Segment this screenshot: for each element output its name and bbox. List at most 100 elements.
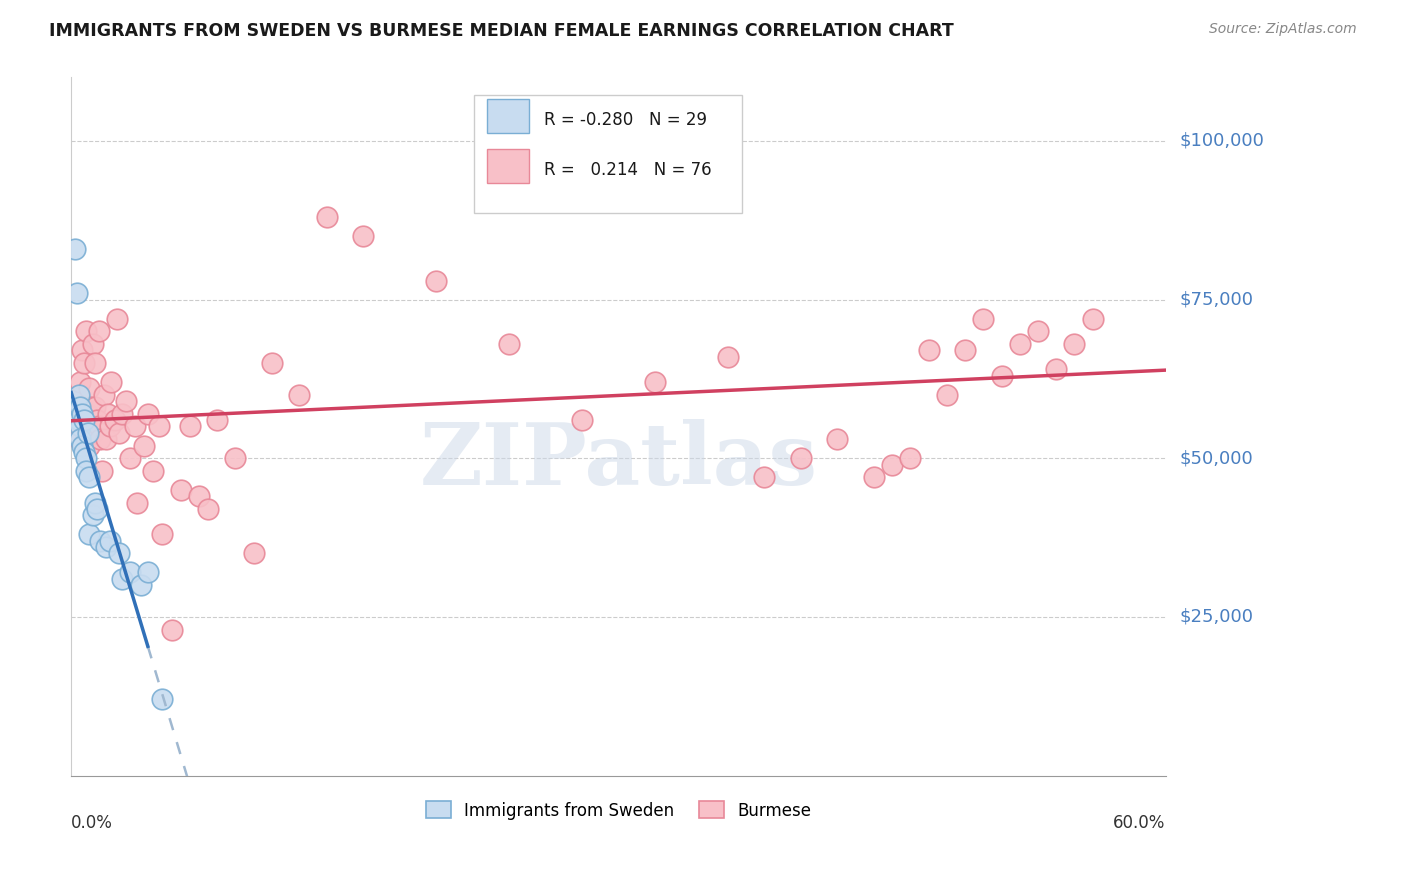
Point [79, 438, 101, 452]
Text: $25,000: $25,000 [1180, 607, 1254, 626]
Point [898, 451, 921, 466]
Point [73, 413, 96, 427]
Point [935, 388, 957, 402]
Point [754, 470, 776, 484]
Point [67, 388, 90, 402]
Point [89, 533, 111, 548]
Point [179, 419, 201, 434]
Point [205, 413, 228, 427]
Point [79, 381, 101, 395]
Point [93, 388, 115, 402]
Point [224, 451, 246, 466]
Point [84, 401, 107, 415]
Point [917, 343, 939, 358]
Point [125, 495, 148, 509]
Point [136, 566, 159, 580]
Point [260, 356, 283, 370]
Point [76, 407, 98, 421]
Point [66, 286, 89, 301]
Point [315, 210, 337, 224]
Text: IMMIGRANTS FROM SWEDEN VS BURMESE MEDIAN FEMALE EARNINGS CORRELATION CHART: IMMIGRANTS FROM SWEDEN VS BURMESE MEDIAN… [49, 22, 953, 40]
Point [69, 419, 91, 434]
Point [86, 413, 108, 427]
Point [1026, 324, 1049, 338]
Point [97, 407, 120, 421]
Point [73, 413, 96, 427]
Point [69, 419, 91, 434]
Point [118, 566, 141, 580]
Point [1081, 311, 1104, 326]
Point [69, 375, 91, 389]
Point [73, 445, 96, 459]
Point [62, 407, 84, 421]
Text: $75,000: $75,000 [1180, 291, 1254, 309]
Point [152, 692, 174, 706]
Point [67, 432, 90, 446]
Point [118, 451, 141, 466]
Point [82, 508, 104, 523]
Point [148, 419, 170, 434]
Point [98, 419, 121, 434]
Point [790, 451, 813, 466]
Point [1008, 337, 1031, 351]
Point [880, 458, 903, 472]
Point [80, 401, 103, 415]
Point [67, 388, 90, 402]
Point [94, 432, 117, 446]
Point [79, 527, 101, 541]
Point [82, 337, 104, 351]
Point [124, 419, 146, 434]
Point [136, 407, 159, 421]
Point [76, 425, 98, 440]
Text: $100,000: $100,000 [1180, 132, 1264, 150]
Point [69, 401, 91, 415]
Point [63, 413, 86, 427]
Point [104, 413, 127, 427]
Point [134, 438, 156, 452]
Point [75, 451, 97, 466]
Point [152, 527, 174, 541]
Point [73, 356, 96, 370]
Point [69, 432, 91, 446]
FancyBboxPatch shape [474, 95, 742, 213]
Point [84, 495, 107, 509]
Point [67, 413, 90, 427]
Point [107, 425, 129, 440]
Point [84, 356, 107, 370]
Point [86, 502, 108, 516]
Text: R = -0.280   N = 29: R = -0.280 N = 29 [544, 111, 707, 129]
Point [352, 229, 374, 244]
Point [197, 502, 219, 516]
Point [70, 401, 93, 415]
Text: 60.0%: 60.0% [1114, 814, 1166, 832]
Point [105, 311, 128, 326]
Point [827, 432, 849, 446]
FancyBboxPatch shape [486, 149, 529, 183]
Point [142, 464, 165, 478]
Point [972, 311, 994, 326]
Text: R =   0.214   N = 76: R = 0.214 N = 76 [544, 161, 711, 179]
Point [75, 324, 97, 338]
Text: $50,000: $50,000 [1180, 450, 1253, 467]
Point [75, 432, 97, 446]
Y-axis label: Median Female Earnings: Median Female Earnings [0, 333, 7, 520]
Point [111, 572, 134, 586]
Point [82, 425, 104, 440]
Point [571, 413, 593, 427]
Point [288, 388, 311, 402]
Point [98, 533, 121, 548]
Point [94, 540, 117, 554]
FancyBboxPatch shape [486, 99, 529, 133]
Point [63, 242, 86, 256]
Point [644, 375, 666, 389]
Point [70, 343, 93, 358]
Point [953, 343, 976, 358]
Point [242, 546, 264, 560]
Point [79, 470, 101, 484]
Point [115, 394, 138, 409]
Point [1063, 337, 1085, 351]
Point [498, 337, 520, 351]
Point [863, 470, 886, 484]
Point [89, 432, 111, 446]
Point [70, 438, 93, 452]
